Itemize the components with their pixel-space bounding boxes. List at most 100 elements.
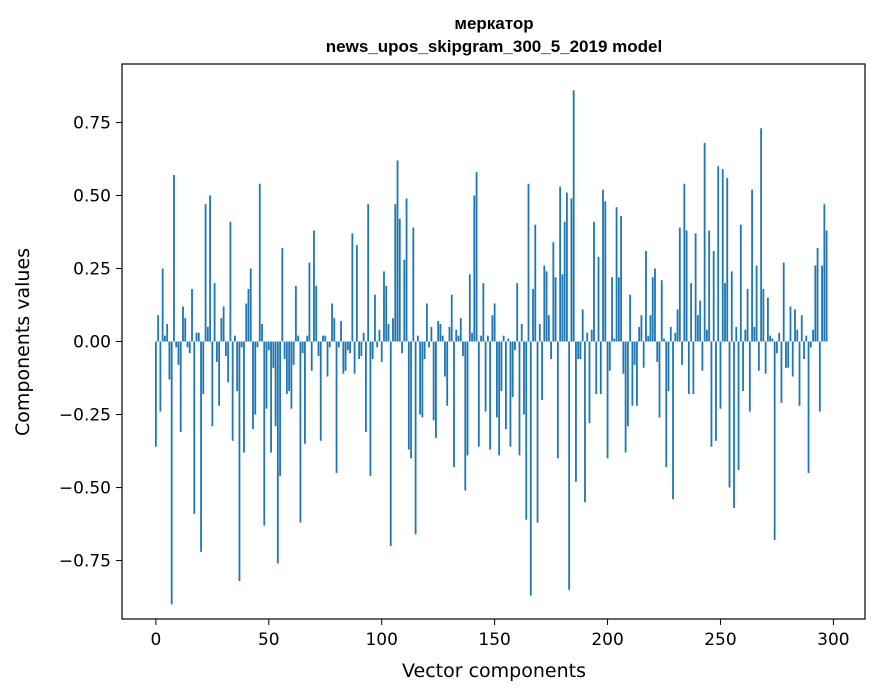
y-tick-label: −0.50 bbox=[59, 479, 111, 499]
bar bbox=[760, 128, 763, 342]
bar bbox=[782, 262, 785, 342]
bar bbox=[455, 329, 458, 342]
bar bbox=[175, 341, 178, 348]
bar bbox=[182, 306, 184, 342]
bar bbox=[514, 341, 516, 351]
bar bbox=[543, 265, 546, 342]
bar bbox=[270, 341, 272, 453]
bar bbox=[712, 250, 715, 342]
bar bbox=[254, 341, 257, 415]
bar bbox=[240, 341, 243, 348]
bar bbox=[387, 323, 390, 342]
bar bbox=[656, 341, 659, 362]
bar bbox=[719, 341, 722, 409]
bar bbox=[608, 341, 611, 371]
bar bbox=[324, 335, 327, 342]
bar bbox=[204, 204, 207, 342]
bar bbox=[428, 341, 431, 348]
bar bbox=[733, 341, 735, 508]
bar bbox=[383, 271, 385, 342]
bar bbox=[602, 189, 604, 342]
bar bbox=[256, 341, 259, 348]
bar bbox=[480, 335, 482, 342]
bar bbox=[299, 341, 302, 523]
bar bbox=[403, 259, 406, 342]
bar bbox=[559, 186, 562, 342]
bar bbox=[547, 315, 550, 342]
bar bbox=[561, 274, 564, 342]
bar bbox=[800, 315, 803, 342]
bar bbox=[493, 303, 496, 342]
bar bbox=[541, 341, 543, 400]
bar bbox=[326, 341, 329, 377]
bar bbox=[554, 277, 557, 342]
bar bbox=[355, 245, 358, 342]
bar bbox=[276, 341, 279, 564]
bar bbox=[651, 277, 654, 342]
bar bbox=[787, 341, 790, 368]
bar bbox=[552, 242, 555, 342]
bar bbox=[532, 288, 534, 342]
bar bbox=[692, 341, 695, 395]
bar bbox=[288, 341, 291, 392]
bar bbox=[430, 326, 433, 342]
bar bbox=[631, 341, 634, 406]
bar bbox=[825, 230, 828, 342]
bar bbox=[301, 341, 304, 354]
bar bbox=[586, 332, 589, 342]
chart-subtitle: news_upos_skipgram_300_5_2019 model bbox=[326, 37, 662, 56]
bar bbox=[206, 326, 209, 342]
bar bbox=[238, 341, 241, 582]
bar bbox=[694, 233, 697, 342]
bar bbox=[380, 341, 383, 362]
bar bbox=[672, 341, 674, 500]
bar bbox=[340, 321, 342, 342]
bar bbox=[590, 329, 593, 342]
bar bbox=[437, 321, 440, 342]
bar bbox=[412, 227, 415, 342]
bar bbox=[349, 341, 351, 354]
bar bbox=[243, 341, 245, 453]
bar bbox=[177, 341, 180, 365]
bar bbox=[425, 303, 428, 342]
bar bbox=[184, 318, 187, 342]
bar bbox=[550, 341, 552, 360]
y-tick-label: 0.00 bbox=[73, 333, 111, 353]
bar bbox=[371, 341, 374, 360]
bar bbox=[398, 218, 401, 342]
y-tick-label: −0.75 bbox=[59, 552, 111, 572]
bar bbox=[249, 268, 252, 342]
bar bbox=[423, 341, 426, 360]
y-tick-label: 0.75 bbox=[73, 113, 111, 133]
bar bbox=[421, 341, 424, 418]
bar bbox=[805, 335, 808, 342]
bar bbox=[247, 288, 250, 342]
bar bbox=[638, 326, 641, 342]
bar bbox=[450, 294, 453, 342]
bar bbox=[283, 341, 286, 360]
bar bbox=[265, 341, 268, 409]
bar bbox=[525, 341, 528, 520]
bar bbox=[527, 183, 530, 342]
bar bbox=[161, 268, 164, 342]
bar bbox=[281, 248, 284, 342]
bar bbox=[416, 335, 419, 342]
bar bbox=[724, 283, 726, 342]
bar bbox=[796, 329, 799, 342]
bar bbox=[654, 268, 656, 342]
bar bbox=[220, 318, 223, 342]
bar bbox=[593, 221, 595, 342]
bar bbox=[751, 189, 753, 342]
bar bbox=[742, 341, 744, 392]
bar bbox=[292, 341, 295, 365]
bar bbox=[484, 341, 487, 412]
y-tick-label: 0.50 bbox=[73, 186, 111, 206]
bar bbox=[534, 224, 537, 342]
y-tick-label: 0.25 bbox=[73, 259, 111, 279]
bar bbox=[523, 341, 525, 415]
bar bbox=[267, 341, 270, 351]
bar bbox=[486, 335, 489, 342]
bar bbox=[611, 277, 613, 342]
bar bbox=[696, 315, 699, 342]
bar bbox=[369, 341, 372, 476]
